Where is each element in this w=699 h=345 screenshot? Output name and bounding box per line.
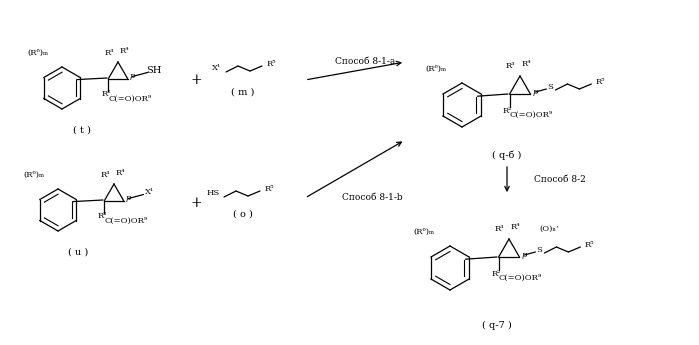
Text: (R⁶)ₘ: (R⁶)ₘ xyxy=(24,171,45,179)
Text: C(=O)OR⁹: C(=O)OR⁹ xyxy=(510,111,553,119)
Text: R³: R³ xyxy=(104,49,114,57)
Text: SH: SH xyxy=(146,66,161,75)
Text: R⁵: R⁵ xyxy=(584,241,594,249)
Text: R⁵: R⁵ xyxy=(264,185,274,193)
Text: ( m ): ( m ) xyxy=(231,88,254,97)
Text: R⁵: R⁵ xyxy=(266,60,275,68)
Text: R³: R³ xyxy=(494,225,504,233)
Text: ( q-б ): ( q-б ) xyxy=(492,150,521,160)
Text: Способ 8-1-a: Способ 8-1-a xyxy=(335,58,395,67)
Text: p: p xyxy=(126,195,131,203)
Text: R⁴: R⁴ xyxy=(521,60,531,68)
Text: Способ 8-2: Способ 8-2 xyxy=(534,176,586,185)
Text: R³: R³ xyxy=(505,62,514,70)
Text: R⁵: R⁵ xyxy=(596,78,605,86)
Text: S: S xyxy=(536,246,542,254)
Text: R⁴: R⁴ xyxy=(115,169,125,177)
Text: C(=O)OR⁹: C(=O)OR⁹ xyxy=(109,95,152,102)
Text: R⁴: R⁴ xyxy=(510,223,520,231)
Text: R²: R² xyxy=(492,270,501,278)
Text: +: + xyxy=(190,196,202,210)
Text: R³: R³ xyxy=(100,171,110,179)
Text: (R⁶)ₘ: (R⁶)ₘ xyxy=(27,49,48,57)
Text: X¹: X¹ xyxy=(212,64,222,72)
Text: X¹: X¹ xyxy=(145,188,154,197)
Text: ( q-7 ): ( q-7 ) xyxy=(482,321,512,329)
Text: Способ 8-1-b: Способ 8-1-b xyxy=(342,194,403,203)
Text: C(=O)OR⁹: C(=O)OR⁹ xyxy=(105,217,148,225)
Text: p: p xyxy=(521,251,527,259)
Text: R²: R² xyxy=(98,213,107,220)
Text: R⁴: R⁴ xyxy=(120,47,129,55)
Text: ( t ): ( t ) xyxy=(73,126,91,135)
Text: R²: R² xyxy=(102,90,111,99)
Text: (R⁶)ₘ: (R⁶)ₘ xyxy=(413,228,435,236)
Text: (O)ₙ’: (O)ₙ’ xyxy=(540,225,559,233)
Text: S: S xyxy=(547,83,554,91)
Text: p: p xyxy=(533,88,538,96)
Text: R²: R² xyxy=(503,107,512,115)
Text: HS: HS xyxy=(206,189,219,197)
Text: ( u ): ( u ) xyxy=(68,247,88,256)
Text: (R⁶)ₘ: (R⁶)ₘ xyxy=(426,65,447,73)
Text: p: p xyxy=(130,72,135,80)
Text: ( o ): ( o ) xyxy=(233,209,253,218)
Text: C(=O)OR⁹: C(=O)OR⁹ xyxy=(499,274,542,282)
Text: +: + xyxy=(190,73,202,87)
